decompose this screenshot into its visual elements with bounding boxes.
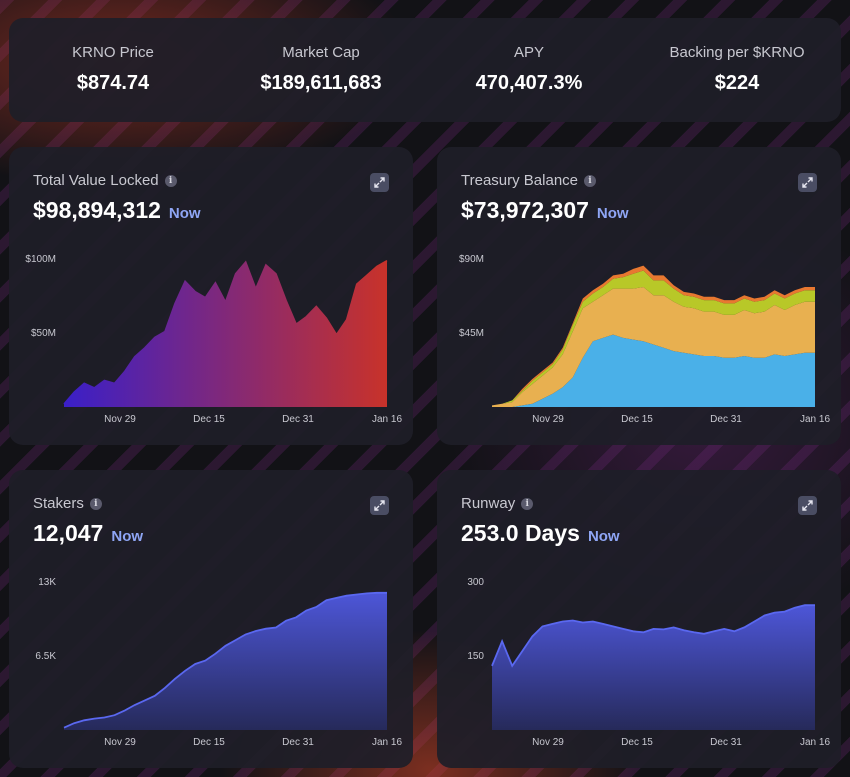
card-value-number: $98,894,312 <box>33 197 161 223</box>
stat-value: $224 <box>714 72 760 94</box>
x-tick-label: Jan 16 <box>800 414 830 425</box>
now-label: Now <box>587 528 620 545</box>
card-title: Stakers i <box>33 495 102 512</box>
card-title: Total Value Locked i <box>33 172 177 189</box>
x-tick-label: Jan 16 <box>372 737 402 748</box>
x-tick-label: Nov 29 <box>532 414 564 425</box>
expand-button[interactable] <box>798 496 817 515</box>
stats-bar: KRNO Price $874.74 Market Cap $189,611,6… <box>9 18 841 122</box>
now-label: Now <box>111 528 144 545</box>
info-icon[interactable]: i <box>584 174 596 187</box>
expand-button[interactable] <box>370 496 389 515</box>
expand-icon <box>802 177 813 188</box>
stat-value: $874.74 <box>76 72 150 94</box>
card-value: 12,047 Now <box>33 520 143 547</box>
stakers-chart: 6.5K 13K Nov 29 Dec 15 Dec 31 Jan 16 <box>35 577 402 748</box>
expand-icon <box>802 500 813 511</box>
stat-label: Backing per $KRNO <box>669 44 805 61</box>
info-icon[interactable]: i <box>521 497 534 510</box>
x-tick-label: Nov 29 <box>104 737 136 748</box>
x-tick-label: Jan 16 <box>800 737 830 748</box>
info-icon[interactable]: i <box>164 174 177 187</box>
expand-icon <box>374 500 385 511</box>
card-value: $98,894,312 Now <box>33 197 201 224</box>
runway-line <box>491 604 815 668</box>
x-tick-label: Dec 31 <box>710 414 742 425</box>
x-tick-label: Dec 31 <box>282 737 314 748</box>
x-tick-label: Jan 16 <box>372 414 402 425</box>
stakers-area <box>64 592 387 730</box>
card-title: Runway i <box>461 495 534 512</box>
x-tick-label: Nov 29 <box>104 414 136 425</box>
stat-value: $189,611,683 <box>260 72 382 94</box>
stakers-card: 6.5K 13K Nov 29 Dec 15 Dec 31 Jan 16 Stakers … <box>9 470 413 768</box>
y-tick-label: $100M <box>25 254 56 265</box>
stat-label: Market Cap <box>282 44 360 61</box>
runway-area <box>492 605 815 730</box>
stat-value: 470,407.3% <box>475 72 583 94</box>
stat-label: KRNO Price <box>72 44 154 61</box>
treasury-card: $45M $90M Nov 29 Dec 15 Dec 31 Jan 16 Treasur… <box>437 147 841 445</box>
runway-chart: 150 300 Nov 29 Dec 15 Dec 31 Jan 16 <box>467 577 830 748</box>
x-tick-label: Dec 15 <box>621 737 653 748</box>
y-tick-label: 300 <box>467 577 484 588</box>
treasury-area-green <box>492 270 815 406</box>
stakers-line <box>63 591 387 729</box>
card-value-number: 12,047 <box>33 520 104 546</box>
x-tick-label: Dec 31 <box>282 414 314 425</box>
x-tick-label: Dec 15 <box>621 414 653 425</box>
card-title-label: Runway <box>461 495 516 512</box>
y-tick-label: $50M <box>31 328 56 339</box>
tvl-card: $50M $100M Nov 29 Dec 15 Dec 31 Jan 16 Total … <box>9 147 413 445</box>
card-value: 253.0 Days Now <box>461 520 620 547</box>
card-value: $73,972,307 Now <box>461 197 629 224</box>
card-title: Treasury Balance i <box>461 172 596 189</box>
x-tick-label: Dec 31 <box>710 737 742 748</box>
y-tick-label: $45M <box>459 328 484 339</box>
card-title-label: Stakers <box>33 495 84 512</box>
x-tick-label: Dec 15 <box>193 414 225 425</box>
now-label: Now <box>596 205 629 222</box>
x-tick-label: Dec 15 <box>193 737 225 748</box>
treasury-area-orange <box>492 265 815 406</box>
treasury-area-blue <box>492 334 815 407</box>
x-tick-label: Nov 29 <box>532 737 564 748</box>
tvl-chart: $50M $100M Nov 29 Dec 15 Dec 31 Jan 16 <box>25 254 402 425</box>
card-value-number: $73,972,307 <box>461 197 589 223</box>
tvl-area <box>64 260 387 407</box>
card-value-number: 253.0 Days <box>461 520 580 546</box>
y-tick-label: $90M <box>459 254 484 265</box>
expand-button[interactable] <box>370 173 389 192</box>
card-title-label: Treasury Balance <box>461 172 578 189</box>
y-tick-label: 150 <box>467 651 484 662</box>
treasury-area-gold <box>492 287 815 407</box>
expand-icon <box>374 177 385 188</box>
y-tick-label: 6.5K <box>35 651 56 662</box>
treasury-chart: $45M $90M Nov 29 Dec 15 Dec 31 Jan 16 <box>459 254 830 425</box>
tvl-line <box>63 259 388 405</box>
stat-label: APY <box>513 44 544 61</box>
now-label: Now <box>168 205 201 222</box>
y-tick-label: 13K <box>38 577 56 588</box>
info-icon[interactable]: i <box>89 497 102 510</box>
runway-card: 150 300 Nov 29 Dec 15 Dec 31 Jan 16 Runway i … <box>437 470 841 768</box>
card-title-label: Total Value Locked <box>33 172 159 189</box>
expand-button[interactable] <box>798 173 817 192</box>
